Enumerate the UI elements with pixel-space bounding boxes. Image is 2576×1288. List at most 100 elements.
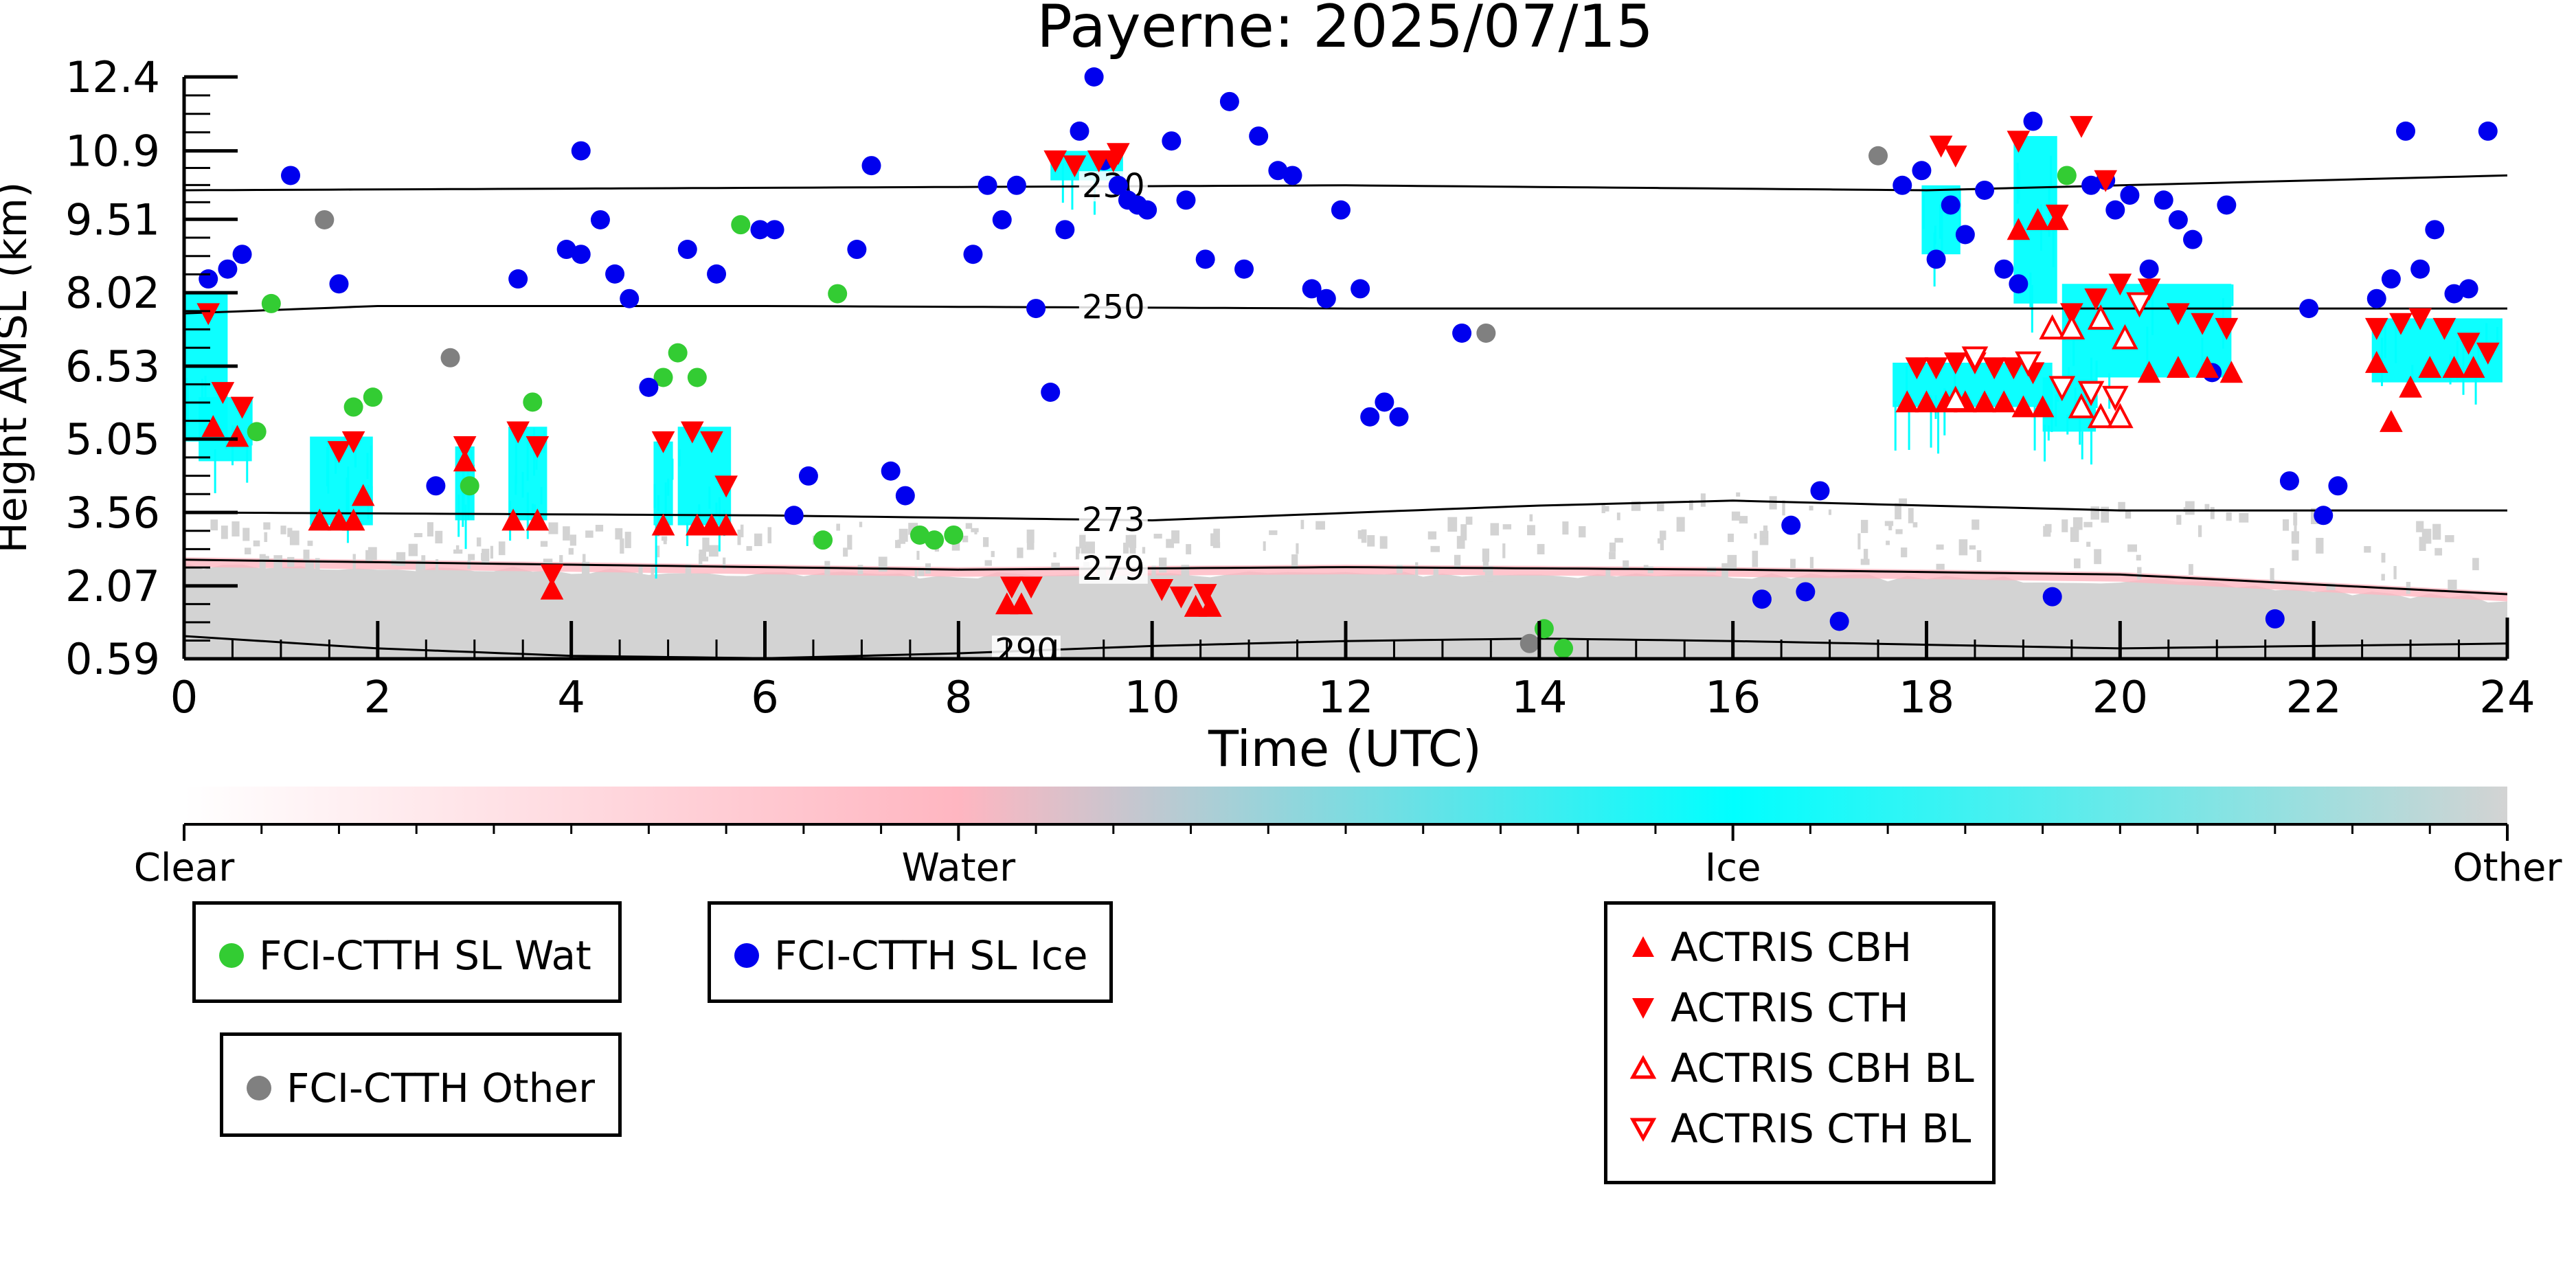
contour-line-230 [184,174,2507,192]
other-class-speck [2176,515,2182,525]
other-class-speck [427,522,433,536]
other-class-speck [737,529,741,545]
other-class-speck [699,550,706,557]
ice-class-streak [467,473,470,521]
other-class-speck [620,538,624,554]
other-class-speck [615,528,623,540]
legend-label-cbh: ACTRIS CBH [1671,924,1912,971]
other-class-speck [1884,521,1894,526]
other-class-speck [1367,534,1375,547]
point-fci-ctth-sl-wat [925,530,945,550]
other-class-speck [1969,545,1976,550]
point-fci-ctth-sl-ice [232,245,252,264]
ice-class-streak [1937,406,1940,454]
point-actris-cbh [2026,207,2050,230]
other-class-speck [2432,523,2441,540]
ice-class-streak [521,471,524,498]
ice-class-streak [1061,163,1064,203]
other-class-speck [1908,508,1914,523]
point-fci-ctth-sl-wat [261,293,281,313]
point-actris-cth [2215,317,2239,340]
other-class-speck [1936,544,1944,550]
point-actris-cbh [1914,390,1939,413]
point-actris-cth [1943,352,1967,375]
point-actris-cbh-bl [1942,385,1969,411]
point-fci-ctth-sl-ice [1006,175,1026,195]
other-class-speck [1659,530,1667,541]
point-fci-ctth-sl-wat [2057,166,2077,185]
point-actris-cth [2364,317,2388,340]
other-class-speck [991,551,995,557]
x-tick-label: 18 [1899,673,1954,723]
ice-class-streak [2074,387,2077,410]
ice-class-streak [457,494,460,537]
y-tick-label: 0.59 [65,634,160,684]
point-actris-cth [2167,303,2190,326]
point-fci-ctth-sl-ice [2168,210,2188,229]
other-class-speck [259,554,266,571]
other-class-speck [702,537,710,552]
ice-class-streak [1908,397,1910,450]
other-class-speck [2197,525,2202,537]
colorbar-label: Clear [134,846,235,890]
other-class-speck [264,532,268,542]
contour-label-273: 273 [1082,501,1145,539]
other-class-speck [1502,524,1512,530]
other-class-speck [1379,536,1388,549]
other-class-speck [1263,541,1266,551]
point-fci-ctth-other [1476,323,1496,343]
other-class-speck [1782,500,1785,516]
point-fci-ctth-sl-ice [2410,259,2430,279]
point-actris-cbh [2195,356,2219,379]
point-fci-ctth-sl-ice [2396,121,2416,141]
other-class-speck [1895,503,1901,520]
other-class-speck [1790,558,1796,569]
other-class-speck [2118,501,2125,512]
point-actris-cth-bl [2048,376,2076,402]
point-fci-ctth-sl-ice [1975,180,1995,200]
point-fci-ctth-sl-ice [1360,407,1380,427]
other-class-speck [2381,574,2385,581]
other-class-speck [1053,552,1057,558]
ice-class-streak [1934,395,1937,419]
point-fci-ctth-sl-ice [1781,515,1801,535]
point-actris-cbh [2399,375,2422,398]
ice-class-streak [715,502,718,517]
point-fci-ctth-sl-ice [199,269,218,289]
other-class-speck [1076,546,1081,560]
point-actris-cbh [686,513,709,536]
other-class-speck [962,535,969,543]
other-class-speck [1484,567,1491,578]
point-actris-cth [327,441,351,464]
ice-class-streak [653,484,656,508]
other-class-speck [847,534,852,550]
point-actris-cth [2084,288,2108,310]
point-actris-cbh [2031,395,2055,418]
other-class-speck [899,528,908,542]
other-class-speck [1657,502,1664,512]
legend-entry-cth: ACTRIS CTH [1628,984,1909,1031]
point-fci-ctth-sl-ice [2009,274,2029,294]
other-class-speck [1171,530,1180,544]
gray-circle-icon [247,1076,271,1100]
other-class-speck [2270,567,2274,584]
other-class-speck [2291,531,2299,544]
point-actris-cbh-bl [2068,393,2095,418]
contour-label-279: 279 [1082,550,1145,588]
ice-class-streak [370,445,372,500]
ice-class-streak [2044,425,2046,462]
other-class-speck [2101,506,2110,523]
other-class-speck [1828,509,1832,515]
other-class-speck [740,524,744,538]
other-class-speck [723,557,726,569]
ice-class-streak [2066,414,2069,435]
point-actris-cth [714,475,738,498]
other-class-speck [708,545,719,557]
contour-label-bg [991,635,1061,659]
other-class-speck [408,543,418,556]
ice-class-streak [515,441,517,484]
ice-class-streak [2474,368,2477,405]
point-fci-ctth-sl-ice [963,245,983,264]
other-class-speck [1763,526,1768,538]
other-class-speck [1454,554,1461,569]
